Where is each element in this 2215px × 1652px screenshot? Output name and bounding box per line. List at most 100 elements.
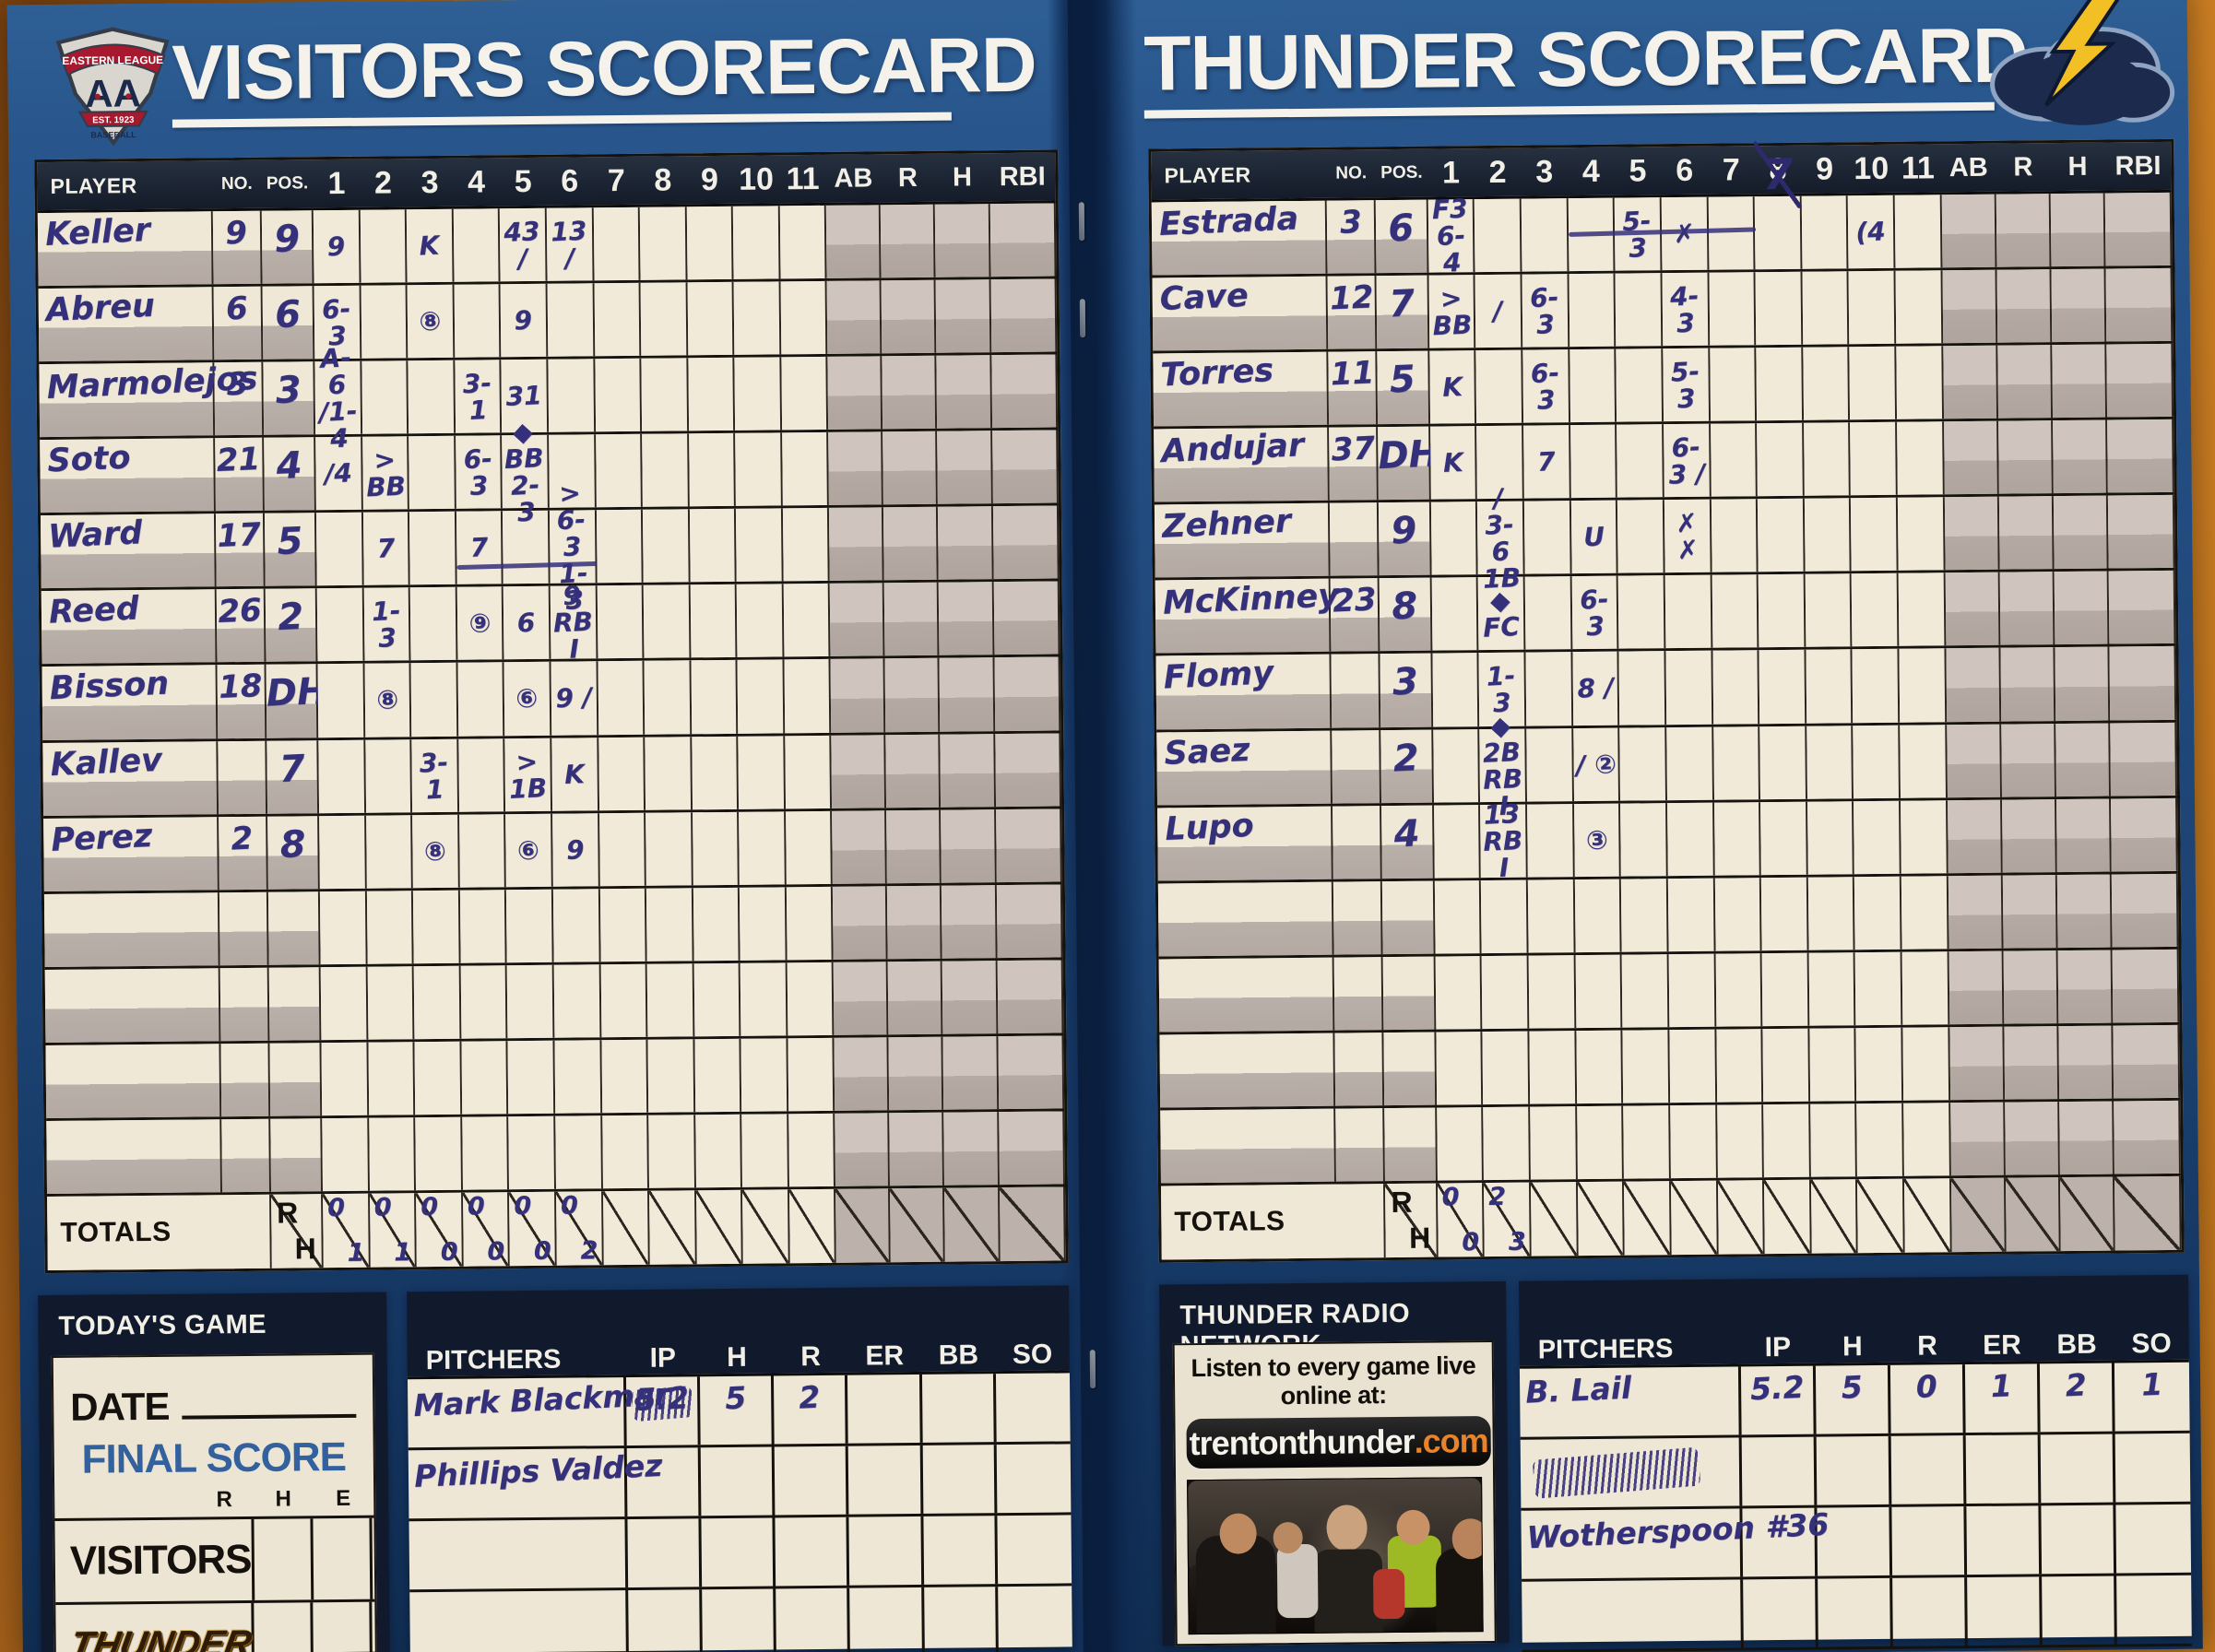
handwritten-player-name: Abreu: [44, 287, 156, 330]
totals-row: TOTALS R H 0 0 2 3: [1161, 1175, 2182, 1260]
handwritten-player-name: McKinney: [1162, 577, 1340, 623]
inning-column-header: 4: [1581, 153, 1601, 189]
pitcher-stat-cell: [923, 1516, 998, 1585]
handwritten-hits: 1: [394, 1238, 412, 1268]
player-number-cell: [1332, 729, 1382, 804]
player-row: [45, 1035, 1065, 1121]
inning-cell: [1620, 802, 1668, 877]
inning-cell: [1430, 502, 1478, 575]
handwritten-play-entry: ⑨: [468, 608, 492, 640]
player-name-cell: Perez: [43, 816, 219, 891]
stat-cell: [2051, 268, 2107, 343]
inning-cell: [552, 888, 601, 962]
stat-cell: [884, 658, 941, 732]
inning-cell: [688, 357, 736, 431]
inning-cell: 9 RBI: [550, 581, 598, 665]
handwritten-play-entry: ⑧: [418, 305, 443, 337]
inning-cell: [462, 1116, 510, 1190]
inning-cell: [321, 1042, 369, 1116]
pitcher-stat-cell: [997, 1515, 1072, 1584]
pitcher-row: Wotherspoon #36: [1521, 1504, 2192, 1582]
inning-cell: [595, 434, 644, 508]
handwritten-position: 2: [277, 596, 304, 640]
pitcher-stat-cell: 2: [774, 1375, 849, 1445]
inning-cell: [1804, 498, 1853, 572]
inning-cell: 7: [456, 511, 504, 585]
inning-cell: 7: [1523, 425, 1571, 499]
player-number-cell: [219, 967, 270, 1042]
handwritten-number: 6: [225, 289, 249, 328]
inning-cell: [368, 1042, 416, 1115]
handwritten-runs: 0: [467, 1192, 485, 1221]
inning-cell: 8 /: [1572, 652, 1620, 726]
inning-cell: [640, 282, 688, 356]
inning-cell: ◆ 2B RBI: [1479, 710, 1527, 820]
player-name-cell: Flomy: [1155, 655, 1333, 730]
totals-inning-cell: [1577, 1181, 1626, 1257]
handwritten-number: 9: [224, 214, 249, 253]
inning-cell: [1851, 498, 1899, 572]
inning-cell: [457, 662, 505, 737]
inning-cell: 13 /: [546, 207, 595, 281]
inning-cell: [1901, 951, 1950, 1025]
player-position-cell: [267, 891, 321, 965]
inning-cell: [1757, 422, 1805, 497]
stat-cell: [939, 657, 995, 732]
inning-cell: 9: [552, 812, 600, 887]
stat-cell: [830, 658, 886, 733]
inning-cell: [1901, 799, 1948, 874]
inning-cell: [1852, 649, 1901, 723]
inning-cell: [1896, 346, 1944, 419]
stat-column-header: R: [897, 162, 918, 193]
inning-cell: [1806, 649, 1854, 724]
stat-cell: [1948, 950, 2005, 1025]
inning-cell: [1665, 651, 1713, 725]
handwritten-play-entry: 7: [375, 533, 396, 565]
inning-cell: 6-3: [1522, 349, 1570, 423]
pitcher-stat-cell: [702, 1588, 777, 1652]
final-score-label: FINAL SCORE: [81, 1434, 347, 1482]
inning-cell: K: [1429, 426, 1478, 500]
inning-cell: [413, 965, 462, 1040]
handwritten-play-entry: 5-3: [1669, 355, 1700, 415]
stat-cell: [2053, 419, 2109, 494]
stat-cell: [993, 581, 1060, 655]
inning-column-header: 9: [700, 161, 719, 197]
handwritten-runs: 0: [514, 1191, 532, 1221]
handwritten-play-entry: 7: [468, 532, 489, 564]
inning-column-header: 6: [561, 162, 579, 199]
inning-cell: [781, 432, 830, 506]
inning-cell: [1849, 346, 1898, 420]
player-number-cell: [1333, 880, 1383, 955]
inning-cell: [1483, 1106, 1531, 1181]
inning-cell: [1475, 349, 1524, 424]
stat-cell: [2112, 873, 2179, 948]
inning-cell: [508, 1115, 556, 1190]
pitcher-stat-cell: 5: [1815, 1364, 1891, 1434]
inning-cell: 6-3: [1571, 576, 1619, 650]
pitcher-row: [1520, 1433, 2191, 1511]
pitcher-row: B. Lail 5.2 5 0 1 2 1: [1519, 1362, 2190, 1440]
inning-cell: [1854, 800, 1901, 874]
stat-cell: [997, 1035, 1065, 1110]
inning-cell: [1855, 951, 1903, 1026]
player-position-cell: [1384, 1107, 1438, 1182]
thunder-wordmark: THUNDER: [67, 1622, 255, 1652]
handwritten-stat: 5.2: [1748, 1368, 1805, 1408]
handwritten-play-entry: 7: [1536, 446, 1557, 478]
pitcher-stat-cell: [849, 1587, 925, 1652]
inning-cell: [741, 1114, 789, 1187]
inning-cell: [1715, 952, 1763, 1027]
inning-cell: [686, 206, 734, 280]
inning-column-header: 3: [1535, 153, 1554, 189]
pitcher-stat-cell: [921, 1374, 997, 1443]
totals-inning-cell: [1530, 1182, 1579, 1257]
inning-cell: [1667, 878, 1716, 951]
pitcher-stat-cell: [2115, 1504, 2191, 1574]
handwritten-play-entry: 6-3: [1529, 281, 1559, 340]
inning-cell: [415, 1116, 463, 1191]
inning-cell: [594, 282, 642, 357]
stat-column-header: R: [2013, 151, 2033, 183]
